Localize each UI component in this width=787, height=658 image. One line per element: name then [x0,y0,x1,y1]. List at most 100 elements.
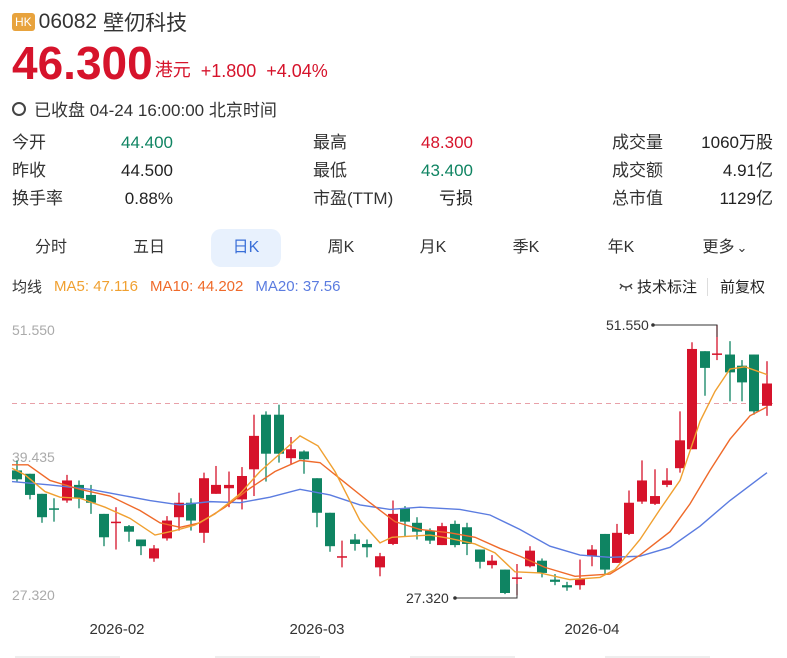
price-change-pct: +4.04% [266,61,328,81]
candle-body [211,484,221,494]
period-tabs: 分时 五日 日K 周K 月K 季K 年K 更多 ⌄ [0,229,787,267]
stat-label: 换手率 [12,189,63,208]
candlestick-chart[interactable]: 51.550 39.435 27.320 51.550 27.320 2026-02 202… [0,305,787,655]
candle-body [162,520,172,539]
tab-label: 五日 [132,239,165,256]
stat-value: 0.88% [124,189,173,208]
candle-body [637,480,647,502]
ma10-value: MA10: 44.202 [149,278,244,295]
stat-label: 成交量 [612,133,663,152]
candle-body [475,549,485,562]
candle-body [412,522,422,532]
candle-body [237,475,247,500]
stat-value: 43.400 [421,161,473,180]
tab-2[interactable]: 日K [211,229,281,267]
candle-body [687,348,697,450]
candle-body [662,480,672,485]
y-axis-label: 51.550 [12,322,55,338]
tab-1[interactable]: 五日 [114,229,184,267]
market-status: 已收盘 04-24 16:00:00 北京时间 [12,96,277,121]
candle-body [99,513,109,538]
tab-label: 月K [419,239,447,256]
status-text: 已收盘 04-24 16:00:00 北京时间 [34,101,277,120]
candle-body [562,585,572,588]
candle-body [111,521,121,524]
stat-label: 昨收 [12,161,46,180]
candle-body [274,414,284,454]
high-annotation-dot [651,323,655,327]
eye-closed-icon [619,282,633,291]
divider [706,277,708,296]
x-axis-label: 2026-02 [89,621,144,638]
tech-annotation-button[interactable]: 技术标注 [618,276,697,297]
clock-icon [12,101,26,116]
ma-label: 均线 [12,279,43,296]
candle-body [325,512,335,547]
stat-value: 1060万股 [701,133,773,152]
tab-label: 年K [607,239,635,256]
stat-label: 最低 [313,161,347,180]
stock-name: 壁仞科技 [103,12,188,35]
ma10-line [12,406,768,577]
candle-body [174,502,184,518]
ma-legend: 均线 MA5: 47.116 MA10: 44.202 MA20: 37.56 … [12,276,777,297]
tab-3[interactable]: 周K [306,229,376,267]
candle-body [124,526,134,532]
candle-body [600,533,610,570]
stat-value: 48.300 [421,133,473,152]
candle-body [400,508,410,522]
high-annotation-label: 51.550 [606,317,649,333]
candle-body [199,478,209,533]
candle-body [624,502,634,534]
tab-label: 更多 [702,239,735,256]
scrollbar-segment [605,656,710,658]
market-badge: HK [12,13,35,31]
x-axis-label: 2026-03 [289,621,344,638]
adjust-button[interactable]: 前复权 [719,279,765,296]
stat-label: 总市值 [612,189,663,208]
candle-body [224,484,234,489]
candle-body [700,351,710,368]
stat-value: 1129亿 [719,189,773,208]
tab-7[interactable]: 更多 ⌄ [690,229,760,267]
candle-body [62,480,72,501]
candle-body [650,496,660,504]
candle-body [525,550,535,567]
candle-body [337,556,347,558]
stat-value: 亏损 [439,189,473,208]
candle-body [25,473,35,495]
stock-title: HK 06082 壁仞科技 [12,7,187,37]
candle-body [450,523,460,546]
candle-body [312,478,322,513]
candle-body [362,543,372,548]
stat-label: 市盈(TTM) [313,189,394,208]
candle-body [249,435,259,470]
tab-6[interactable]: 年K [586,229,656,267]
tab-5[interactable]: 季K [491,229,561,267]
stat-label: 成交额 [612,161,663,180]
stock-code: 06082 [38,10,98,33]
candle-body [749,354,759,412]
tab-label: 日K [232,239,260,256]
tab-0[interactable]: 分时 [16,229,86,267]
ma5-value: MA5: 47.116 [54,278,138,295]
candle-body [550,579,560,582]
tab-label: 季K [512,239,540,256]
candle-body [675,440,685,469]
chevron-down-icon: ⌄ [736,240,748,255]
stat-value: 44.400 [121,133,173,152]
y-axis-label: 27.320 [12,587,55,603]
stat-label: 今开 [12,133,46,152]
high-annotation-line [653,324,718,337]
candle-body [437,526,447,546]
stat-label: 最高 [313,133,347,152]
candle-body [725,354,735,373]
current-price: 46.300 [12,37,153,89]
candle-body [575,578,585,586]
candle-body [286,449,296,459]
stat-value: 44.500 [121,161,173,180]
candle-body [762,383,772,406]
price-change: +1.800 [200,61,257,81]
low-annotation-line [455,584,518,599]
tab-4[interactable]: 月K [398,229,468,267]
